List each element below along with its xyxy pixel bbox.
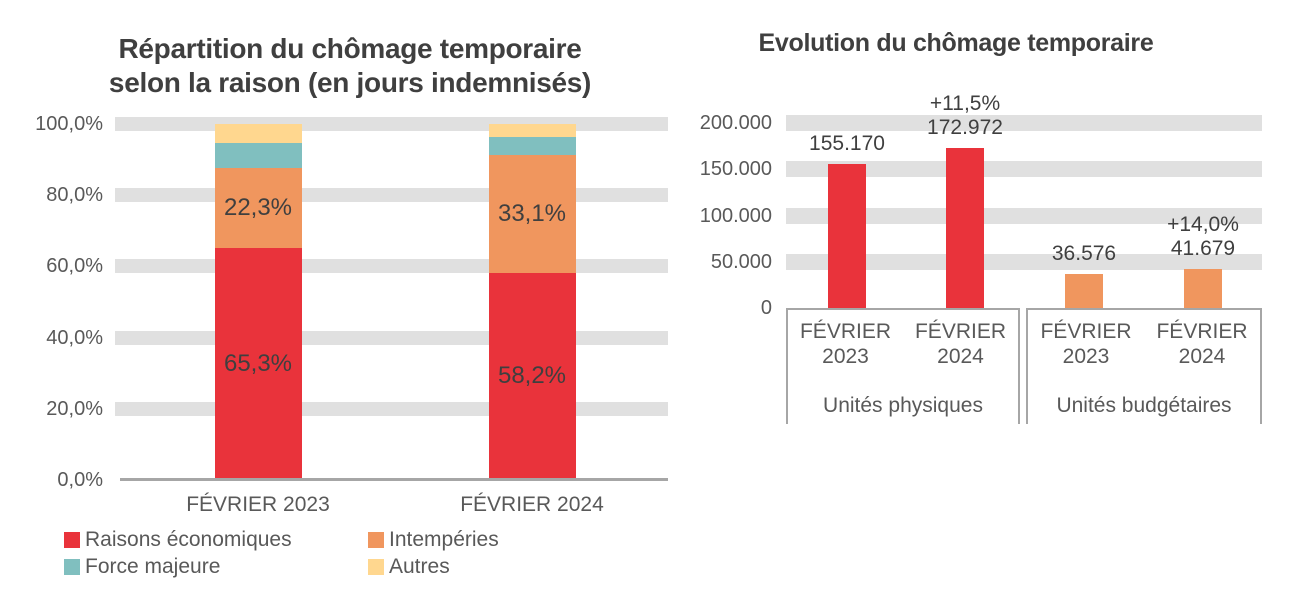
value-label: 172.972 <box>927 116 1003 140</box>
group-label: Unités budgétaires <box>1056 394 1232 417</box>
category-label-line1: FÉVRIER <box>1156 320 1248 343</box>
grid-band <box>786 161 1262 178</box>
category-label: FÉVRIER 2024 <box>903 319 1018 369</box>
y-axis-tick: 200.000 <box>699 112 772 134</box>
grid-band <box>786 207 1262 224</box>
grid-band <box>786 115 1262 131</box>
legend-swatch <box>64 532 80 548</box>
category-label: FÉVRIER 2023 <box>1028 319 1144 369</box>
y-axis-tick: 60,0% <box>46 255 103 278</box>
value-label: 36.576 <box>1051 242 1117 266</box>
legend-swatch <box>64 559 80 575</box>
segment-data-label: 33,1% <box>497 199 567 227</box>
legend-label: Intempéries <box>389 528 499 551</box>
category-label-line1: FÉVRIER <box>1040 320 1132 343</box>
pct-change-label: +14,0% <box>1167 213 1239 237</box>
left-chart-title-line2: selon la raison (en jours indemnisés) <box>108 67 592 98</box>
value-label: 155.170 <box>809 132 885 156</box>
bar-segment-intempéries <box>214 168 302 248</box>
category-label-line2: 2023 <box>1062 345 1110 368</box>
right-chart-title: Evolution du chômage temporaire <box>758 29 1154 57</box>
value-label: 41.679 <box>1170 237 1236 261</box>
category-label-line2: 2024 <box>937 345 984 368</box>
legend-label: Autres <box>389 555 450 578</box>
bar-segment-autres <box>488 124 576 138</box>
y-axis-tick: 40,0% <box>46 326 103 349</box>
segment-data-label: 22,3% <box>223 193 293 221</box>
category-label-line2: 2023 <box>822 345 869 368</box>
x-axis-label: FÉVRIER 2023 <box>186 493 330 516</box>
bar-value-label-group: 155.170 <box>772 132 922 156</box>
legend-label: Raisons économiques <box>85 528 292 551</box>
left-chart-title: Répartition du chômage temporaire selon … <box>55 32 645 100</box>
left-stacked-chart: Répartition du chômage temporaire selon … <box>0 32 680 600</box>
category-label: FÉVRIER 2023 <box>788 319 903 369</box>
left-chart-title-line1: Répartition du chômage temporaire <box>118 33 582 64</box>
bar-value-label-group: 36.576 <box>1009 242 1159 266</box>
y-axis-tick: 100,0% <box>35 113 103 135</box>
bar-février-2024 <box>1184 269 1222 308</box>
y-axis-tick: 150.000 <box>699 158 772 181</box>
y-axis-tick: 100.000 <box>699 204 772 227</box>
bar-segment-autres <box>214 124 302 143</box>
bar-février-2024 <box>946 148 984 308</box>
category-group-box: FÉVRIER 2023 FÉVRIER 2024 Unités physiques <box>786 308 1020 424</box>
segment-data-label: 65,3% <box>223 349 293 377</box>
bar-février-2023 <box>828 164 866 308</box>
right-evolution-chart: Evolution du chômage temporaire 200.000 1… <box>680 0 1300 610</box>
y-axis-tick: 0,0% <box>57 469 103 491</box>
legend: Raisons économiques Intempéries Force maje… <box>0 520 680 600</box>
legend-swatch <box>368 559 384 575</box>
category-label-line2: 2024 <box>1178 345 1226 368</box>
category-label-line1: FÉVRIER <box>914 320 1006 343</box>
bar-segment-force-majeure <box>488 137 576 155</box>
bar-février-2023 <box>1065 274 1103 308</box>
pct-change-label: +11,5% <box>929 92 1001 116</box>
grid-band <box>786 253 1262 270</box>
bar-value-label-group: +11,5% 172.972 <box>890 92 1040 140</box>
y-axis-tick: 20,0% <box>46 397 103 420</box>
x-axis-line <box>120 478 668 481</box>
group-label: Unités physiques <box>823 394 983 417</box>
legend-swatch <box>368 532 384 548</box>
bar-segment-raisons-économiques <box>214 247 302 480</box>
category-label-line1: FÉVRIER <box>799 320 891 343</box>
y-axis-tick: 0 <box>760 297 772 319</box>
y-axis-tick: 80,0% <box>46 184 103 207</box>
segment-data-label: 58,2% <box>497 362 567 390</box>
category-group-box: FÉVRIER 2023 FÉVRIER 2024 Unités budgétaires <box>1026 308 1262 424</box>
x-axis-label: FÉVRIER 2024 <box>460 493 604 516</box>
y-axis-tick: 50.000 <box>710 250 772 273</box>
legend-label: Force majeure <box>85 555 221 578</box>
bar-value-label-group: +14,0% 41.679 <box>1128 213 1278 261</box>
category-label: FÉVRIER 2024 <box>1144 319 1260 369</box>
left-chart-plot-area: 100,0% 80,0% 60,0% 40,0% 20,0% 0,0% 65,3% 22,3%… <box>35 113 668 516</box>
bar-segment-raisons-économiques <box>488 272 576 480</box>
bar-segment-force-majeure <box>214 142 302 169</box>
bar-segment-intempéries <box>488 154 576 273</box>
